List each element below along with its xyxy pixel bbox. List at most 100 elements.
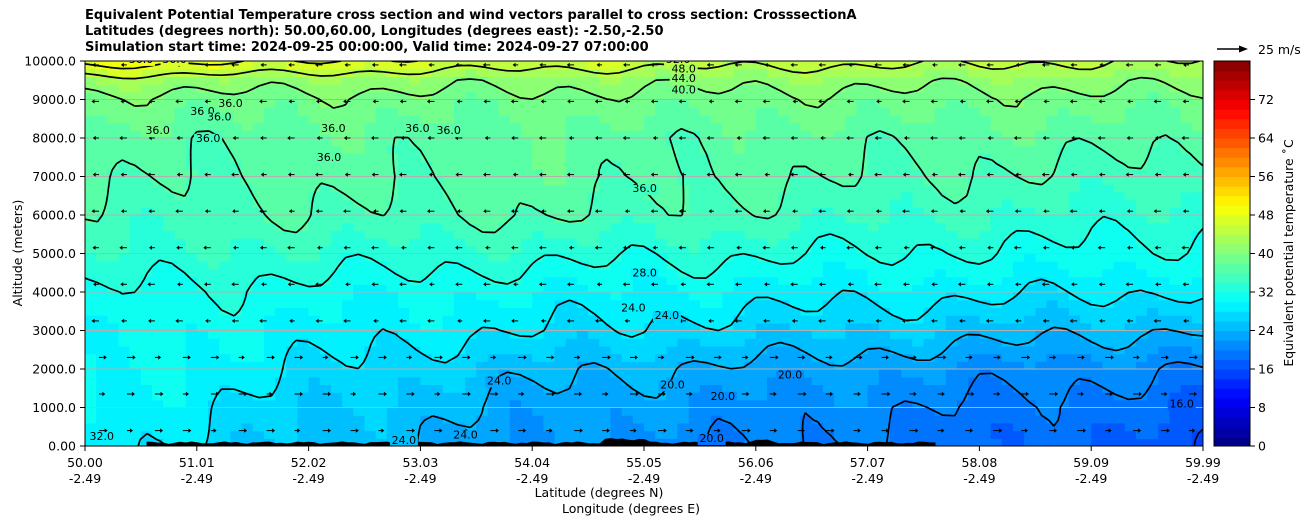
- theta-e-cell: [420, 330, 433, 339]
- theta-e-cell: [744, 292, 757, 301]
- theta-e-cell: [554, 415, 567, 424]
- theta-e-cell: [140, 369, 153, 378]
- theta-e-cell: [688, 315, 701, 324]
- theta-e-cell: [1012, 392, 1025, 401]
- theta-e-cell: [632, 230, 645, 239]
- theta-e-cell: [666, 369, 679, 378]
- theta-e-cell: [576, 114, 589, 124]
- theta-e-cell: [1135, 230, 1148, 239]
- theta-e-cell: [275, 415, 287, 424]
- theta-e-cell: [543, 130, 556, 139]
- theta-e-cell: [1057, 369, 1070, 378]
- theta-e-cell: [442, 184, 455, 193]
- theta-e-cell: [1102, 153, 1115, 162]
- theta-e-cell: [487, 407, 500, 416]
- theta-e-cell: [152, 99, 164, 108]
- theta-e-cell: [632, 238, 645, 247]
- theta-e-cell: [140, 307, 153, 316]
- theta-e-cell: [196, 238, 209, 247]
- theta-e-cell: [532, 245, 544, 255]
- theta-e-cell: [1147, 253, 1159, 262]
- theta-e-cell: [409, 230, 421, 239]
- theta-e-cell: [409, 153, 421, 162]
- theta-e-cell: [878, 261, 891, 270]
- theta-e-cell: [1024, 145, 1036, 154]
- theta-e-cell: [632, 153, 645, 162]
- theta-e-cell: [1035, 292, 1048, 301]
- theta-e-cell: [140, 230, 153, 239]
- theta-e-cell: [688, 345, 701, 355]
- theta-e-cell: [1135, 330, 1148, 339]
- theta-e-cell: [140, 322, 153, 332]
- theta-e-cell: [465, 369, 477, 378]
- theta-e-cell: [755, 338, 768, 347]
- theta-e-cell: [945, 245, 958, 255]
- theta-e-cell: [957, 107, 969, 116]
- theta-e-cell: [1091, 122, 1103, 131]
- theta-e-cell: [1124, 191, 1137, 201]
- theta-e-cell: [755, 369, 768, 378]
- theta-e-cell: [487, 330, 500, 339]
- theta-e-cell: [878, 268, 891, 278]
- theta-e-cell: [733, 338, 746, 347]
- theta-e-cell: [677, 238, 690, 247]
- theta-e-cell: [207, 307, 220, 316]
- theta-e-cell: [1180, 91, 1193, 101]
- theta-e-cell: [1091, 184, 1103, 193]
- theta-e-cell: [811, 376, 824, 385]
- theta-e-cell: [1113, 415, 1126, 424]
- theta-e-cell: [498, 415, 511, 424]
- theta-e-cell: [845, 238, 858, 247]
- theta-e-cell: [889, 392, 902, 401]
- theta-e-cell: [386, 338, 399, 347]
- theta-e-cell: [856, 84, 869, 93]
- theta-e-cell: [554, 145, 567, 154]
- theta-e-cell: [644, 338, 656, 347]
- theta-e-cell: [934, 107, 947, 116]
- theta-e-cell: [1057, 353, 1070, 362]
- theta-e-cell: [979, 168, 992, 178]
- theta-e-cell: [1001, 315, 1014, 324]
- theta-e-cell: [979, 268, 992, 278]
- theta-e-cell: [465, 114, 477, 124]
- theta-e-cell: [207, 145, 220, 154]
- theta-e-cell: [576, 407, 589, 416]
- theta-e-cell: [878, 222, 891, 231]
- theta-e-cell: [185, 184, 198, 193]
- theta-e-cell: [554, 376, 567, 385]
- theta-e-cell: [968, 407, 980, 416]
- theta-e-cell: [990, 422, 1003, 432]
- theta-e-cell: [576, 138, 589, 147]
- theta-e-cell: [118, 191, 131, 201]
- theta-e-cell: [968, 415, 980, 424]
- theta-e-cell: [263, 399, 276, 409]
- theta-e-cell: [867, 114, 880, 124]
- theta-e-cell: [1113, 191, 1126, 201]
- theta-e-cell: [521, 230, 533, 239]
- theta-e-cell: [543, 176, 556, 185]
- theta-e-cell: [275, 392, 287, 401]
- theta-e-cell: [789, 199, 802, 208]
- theta-e-cell: [789, 338, 802, 347]
- theta-e-cell: [442, 299, 455, 308]
- theta-e-cell: [867, 245, 880, 255]
- theta-e-cell: [163, 330, 176, 339]
- theta-e-cell: [521, 268, 533, 278]
- theta-e-cell: [1113, 230, 1126, 239]
- theta-e-cell: [588, 399, 600, 409]
- theta-e-cell: [275, 138, 287, 147]
- theta-e-cell: [655, 276, 667, 285]
- theta-e-cell: [990, 176, 1003, 185]
- theta-e-cell: [431, 230, 444, 239]
- theta-e-cell: [711, 376, 723, 385]
- theta-e-cell: [923, 392, 936, 401]
- theta-e-cell: [465, 99, 477, 108]
- theta-e-cell: [755, 230, 768, 239]
- theta-e-cell: [386, 76, 399, 85]
- theta-e-cell: [353, 430, 366, 439]
- theta-e-cell: [465, 407, 477, 416]
- theta-e-cell: [755, 238, 768, 247]
- theta-e-cell: [867, 153, 880, 162]
- theta-e-cell: [263, 268, 276, 278]
- theta-e-cell: [755, 99, 768, 108]
